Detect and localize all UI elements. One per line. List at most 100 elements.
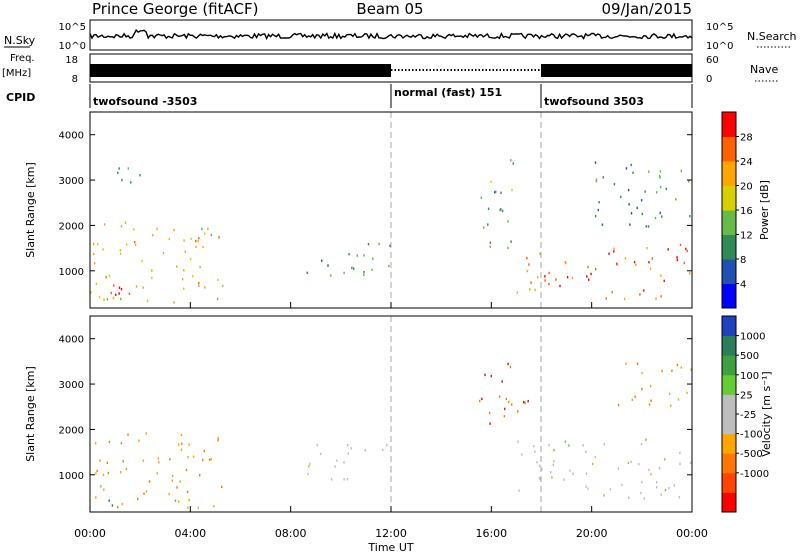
velocity-cell [609,488,612,491]
nsky-strip: N.Sky 10^5 10^0 10^5 10^0 N.Search [4,19,797,52]
power-cell [118,167,120,170]
power-cell [95,282,98,285]
power-cell [118,292,120,295]
velocity-cell [686,391,688,395]
velocity-cell [171,474,174,478]
velocity-colorbar-swatch [722,374,736,395]
freq-tick-bottom: 8 [72,74,78,85]
velocity-cell [587,487,589,490]
velocity-colorbar-swatch [722,453,736,474]
velocity-colorbar-swatch [722,316,736,337]
velocity-cell [541,468,543,471]
power-cell [689,215,691,218]
velocity-cell [192,455,195,458]
velocity-cell [336,459,338,462]
power-cell [649,267,652,270]
velocity-scatter [94,362,692,509]
power-cell [134,240,136,244]
velocity-cell [677,398,680,401]
velocity-cell [508,400,510,404]
velocity-cell [481,397,483,401]
velocity-cell [127,433,129,436]
velocity-cell [534,450,536,453]
velocity-cell [548,443,550,447]
velocity-cell [122,460,124,463]
velocity-cell [102,473,105,477]
power-cell [487,223,489,226]
velocity-cell [364,449,366,452]
power-cell [685,247,687,251]
velocity-cell [484,373,486,376]
velocity-colorbar-swatch [722,355,736,376]
power-cell [613,247,615,250]
velocity-cell [552,463,554,467]
power-cell [686,249,688,253]
power-cell [210,233,213,237]
power-cell [388,264,390,268]
velocity-cell [690,368,692,371]
velocity-colorbar-swatch [722,394,736,415]
velocity-cell [656,481,658,484]
power-cell [181,278,184,281]
colorbar-tick-label: -100 [740,430,763,441]
velocity-cell [96,469,98,473]
power-cell [651,257,654,260]
power-cell [141,259,143,263]
power-cell [526,269,529,273]
power-cell [601,223,604,226]
y-tick-label: 1000 [59,267,84,278]
power-cell [146,299,149,303]
power-cell [93,252,95,256]
velocity-cell [507,362,509,366]
velocity-cell [157,457,160,460]
freq-label: Freq. [10,53,35,64]
power-cell [566,276,569,279]
velocity-cell [108,440,111,444]
velocity-cell [178,500,180,503]
power-cell [605,297,607,300]
power-cell [494,191,496,194]
velocity-cell [680,366,682,369]
velocity-cell [645,438,647,441]
velocity-cell [343,461,345,464]
power-ylabel: Slant Range [km] [24,162,37,258]
velocity-cell [650,473,652,476]
nsky-trace [89,28,693,41]
velocity-cell [99,459,101,462]
power-cell [676,258,679,262]
power-cell [489,241,492,244]
power-cell [218,236,220,239]
velocity-cell [203,449,205,453]
velocity-cell [523,400,525,404]
velocity-cell [594,455,596,459]
power-cell [675,198,677,201]
velocity-cell [630,460,632,464]
power-cell [348,253,350,256]
power-cell [378,242,380,246]
velocity-cell [137,497,139,501]
power-cell [371,268,373,271]
power-cell [559,284,561,288]
x-tick-label: 16:00 [475,527,507,540]
power-colorbar-swatch [722,112,736,137]
velocity-cell [120,442,123,445]
power-cell [656,191,658,194]
velocity-cell [111,504,114,507]
y-tick-label: 4000 [59,335,84,346]
power-cell [667,248,669,251]
power-cell [548,282,550,286]
velocity-cell [527,399,529,403]
power-cell [628,203,630,206]
power-cell [489,245,491,248]
power-cell [500,208,502,211]
velocity-cell [138,439,140,442]
velocity-cell [501,380,503,383]
velocity-cell [106,461,109,464]
velocity-cell [179,480,181,483]
power-cell [594,161,597,164]
y-tick-label: 1000 [59,471,84,482]
power-cell [587,265,589,269]
power-cell [526,257,528,260]
velocity-cell [309,462,311,466]
power-cell [204,286,206,289]
